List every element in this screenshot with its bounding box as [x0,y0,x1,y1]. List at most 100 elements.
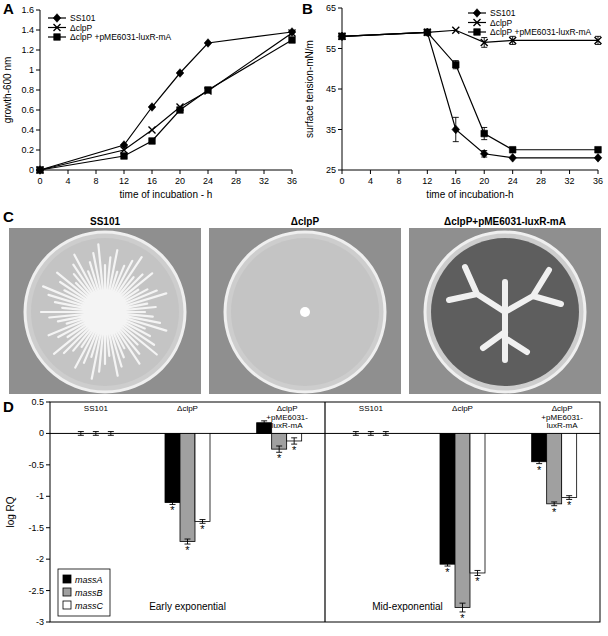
bar [562,433,577,497]
legend-label: ΔclpP [70,23,93,33]
colony [300,307,310,317]
error-bar [481,127,487,139]
series-line [40,32,292,170]
x-tick-label: 28 [536,176,546,186]
y-tick-label: -2.5 [28,586,44,596]
y-tick-label: -3 [36,617,44,627]
legend-marker [54,34,61,41]
significance-mark: * [200,523,205,535]
marker [37,167,44,174]
x-tick-label: 28 [231,176,241,186]
category-label: ΔclpP [177,404,198,413]
error-bar [453,117,459,141]
category-label-line: ΔclpP [452,404,473,413]
significance-mark: * [460,612,465,624]
legend-marker [473,9,481,18]
series-line [342,32,598,149]
y-tick-label: -1.5 [28,523,44,533]
y-tick-label: -1 [36,491,44,501]
x-tick [370,170,371,174]
category-label: ΔclpP [452,404,473,413]
x-tick-label: 20 [175,176,185,186]
bar [532,433,547,461]
marker [289,30,296,37]
marker [452,61,459,68]
y-tick-label: 35 [326,125,336,135]
x-tick [236,170,237,174]
error-bar [368,432,374,436]
y-tick-label: -2 [36,554,44,564]
x-tick [264,170,265,174]
y-tick-label: 0 [29,165,34,175]
x-tick-label: 32 [565,176,575,186]
plot-area [78,421,577,612]
y-tick [46,559,50,560]
y-tick [36,70,40,71]
marker [36,166,44,175]
y-tick [338,170,342,171]
legend-marker [53,14,61,23]
x-tick-label: 8 [93,176,98,186]
y-axis-label: surface tension-mN/m [304,40,315,138]
x-tick-label: 32 [259,176,269,186]
x-axis [40,170,292,171]
marker [121,153,128,160]
y-tick [36,10,40,11]
y-tick-label: 1.6 [21,5,34,15]
marker [480,150,488,159]
marker [509,37,516,44]
marker [149,127,156,134]
y-tick [36,50,40,51]
marker [205,88,212,95]
x-tick [455,170,456,174]
x-tick [68,170,69,174]
y-tick [46,496,50,497]
marker [205,87,212,94]
series-line [342,32,598,158]
x-tick-label: 4 [368,176,373,186]
legend-marker [474,29,481,36]
agar [31,238,179,386]
line-chart: A00.20.40.60.811.21.41.60481216202428323… [2,0,297,200]
x-tick-label: 12 [119,176,129,186]
x-axis-label: time of incubation-h [426,189,513,200]
x-tick [208,170,209,174]
figure: A00.20.40.60.811.21.41.60481216202428323… [0,0,608,636]
significance-mark: * [475,575,480,587]
legend-swatch [63,588,71,596]
legend-marker [54,24,61,31]
x-tick-label: 0 [339,176,344,186]
error-bar [93,432,99,436]
category-label-line: luxR-mA [272,421,303,430]
y-tick-label: 1.4 [21,25,34,35]
photo-background [409,228,601,394]
x-tick-label: 24 [203,176,213,186]
x-tick [541,170,542,174]
y-tick-label: 0.6 [21,105,34,115]
legend: SS101ΔclpPΔclpP +pME6031-luxR-mA [48,13,172,42]
x-tick-label: 0 [37,176,42,186]
significance-mark: * [445,566,450,578]
category-label: ΔclpP+pME6031-luxR-mA [266,404,308,430]
panel-title: C [3,208,14,225]
legend-label: massC [75,601,104,611]
bar-chart: D-3-2.5-2-1.5-1-0.500.5log RQ***********… [3,397,600,627]
category-label: ΔclpP+pME6031-luxR-mA [541,404,583,430]
y-tick-label: 65 [326,3,336,13]
x-tick [124,170,125,174]
y-tick [46,433,50,434]
y-tick [338,129,342,130]
marker [509,146,516,153]
agar [431,238,579,386]
petri-dish [25,232,185,392]
y-tick [46,464,50,465]
marker [595,146,602,153]
marker [148,103,156,112]
y-tick [46,622,50,623]
y-tick-label: 55 [326,44,336,54]
category-label-line: luxR-mA [547,421,578,430]
marker [289,37,296,44]
x-tick [484,170,485,174]
group-label: Early exponential [149,601,226,612]
marker [424,29,431,36]
